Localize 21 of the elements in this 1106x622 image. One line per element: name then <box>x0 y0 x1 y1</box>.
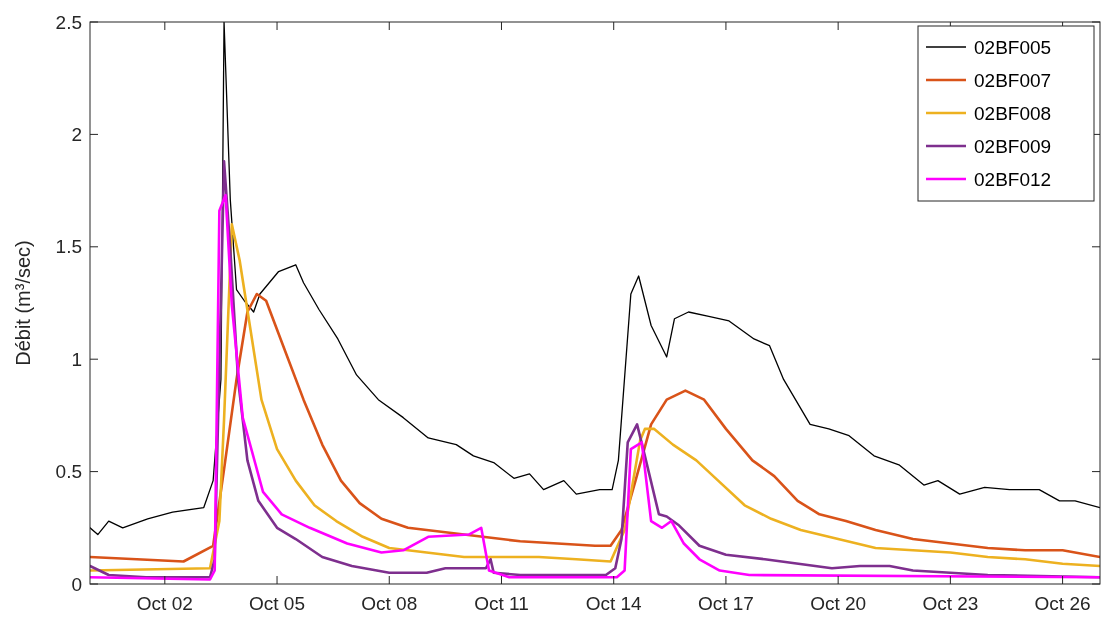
x-tick-label: Oct 08 <box>361 593 418 614</box>
x-tick-label: Oct 17 <box>697 593 754 614</box>
y-tick-label: 0.5 <box>55 461 82 483</box>
y-tick-label: 0 <box>71 573 82 595</box>
y-tick-label: 2.5 <box>55 11 82 33</box>
y-tick-label: 1.5 <box>55 236 82 258</box>
x-tick-label: Oct 20 <box>810 593 867 614</box>
x-tick-label: Oct 02 <box>136 593 193 614</box>
legend-label: 02BF012 <box>974 168 1052 190</box>
legend-label: 02BF007 <box>974 69 1052 91</box>
x-tick-label: Oct 26 <box>1034 593 1091 614</box>
y-axis-title: Débit (m³/sec) <box>12 240 34 366</box>
x-tick-label: Oct 05 <box>249 593 306 614</box>
x-tick-label: Oct 14 <box>585 593 643 614</box>
legend-label: 02BF005 <box>974 36 1052 58</box>
y-tick-label: 2 <box>71 124 82 146</box>
x-tick-label: Oct 23 <box>922 593 979 614</box>
y-tick-label: 1 <box>71 348 82 370</box>
legend-label: 02BF008 <box>974 102 1052 124</box>
x-tick-label: Oct 11 <box>474 593 529 614</box>
legend-label: 02BF009 <box>974 135 1052 157</box>
